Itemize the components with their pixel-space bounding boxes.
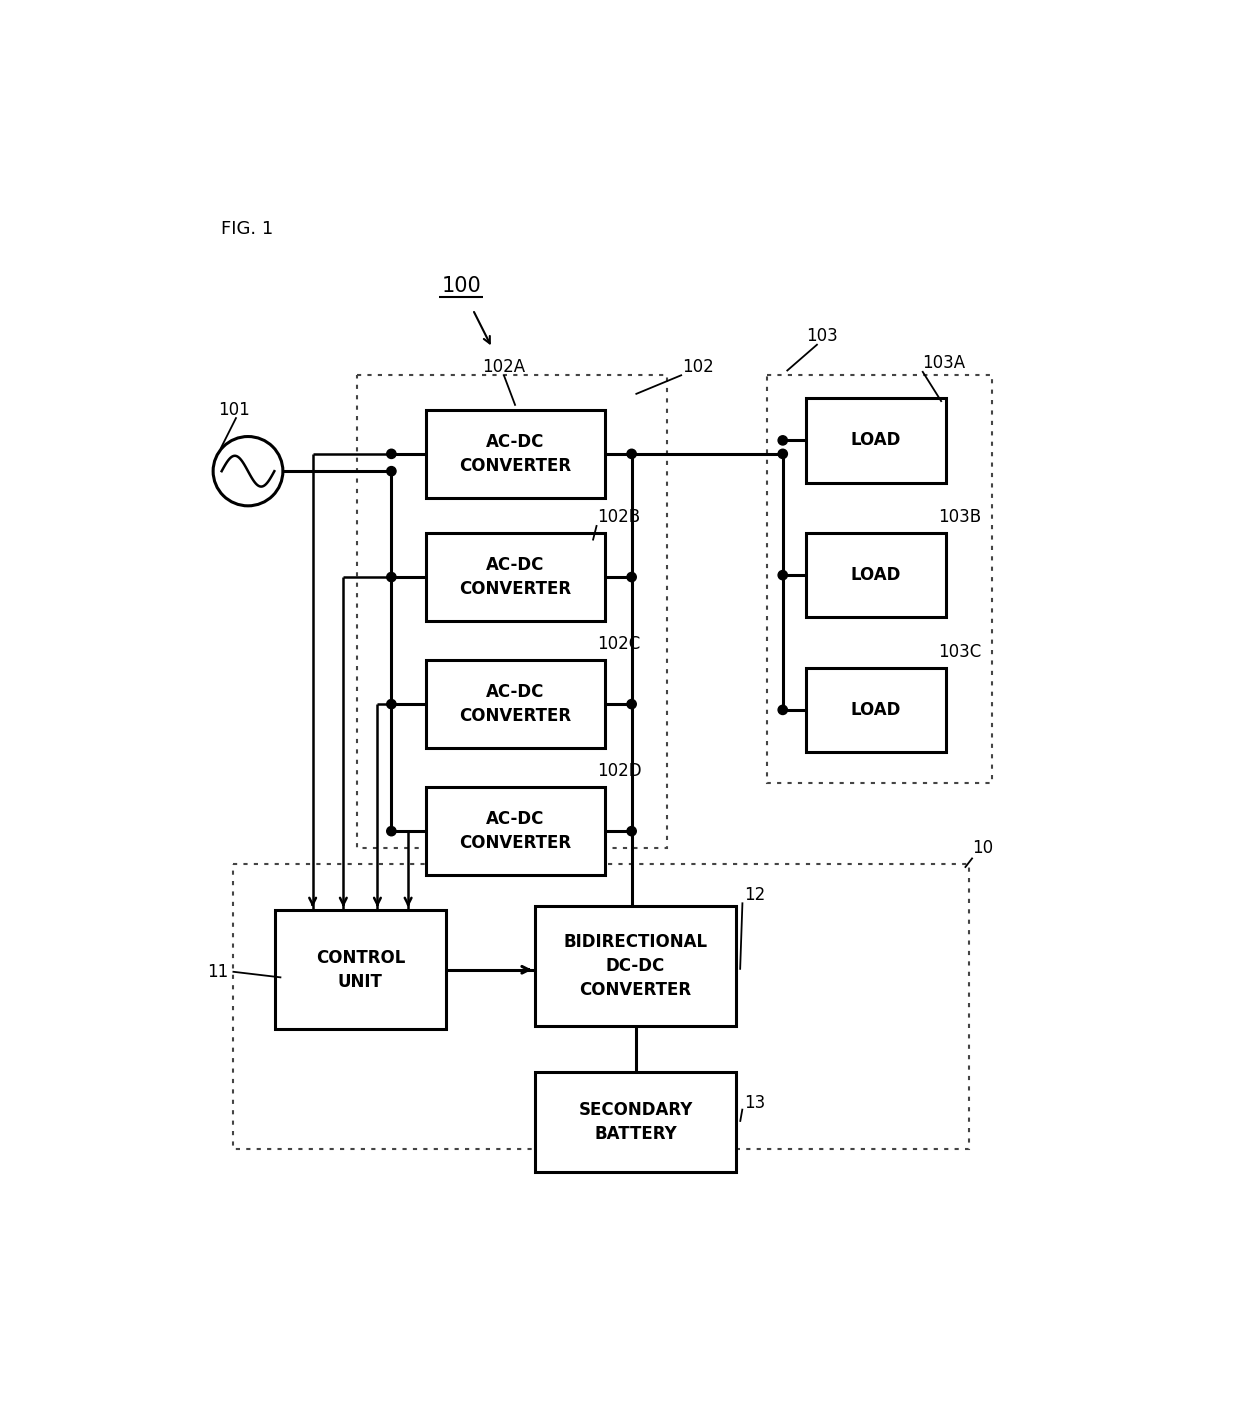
Bar — [275, 910, 445, 1030]
Bar — [427, 410, 605, 498]
Bar — [806, 533, 945, 618]
Text: LOAD: LOAD — [851, 567, 901, 584]
Bar — [427, 787, 605, 876]
Circle shape — [779, 449, 787, 459]
Text: 103B: 103B — [937, 508, 981, 527]
Circle shape — [779, 705, 787, 715]
Text: 11: 11 — [207, 963, 228, 981]
Text: LOAD: LOAD — [851, 701, 901, 719]
Circle shape — [779, 436, 787, 446]
Circle shape — [387, 572, 396, 581]
Bar — [357, 375, 667, 849]
Text: 103C: 103C — [937, 644, 981, 661]
Text: 101: 101 — [218, 400, 250, 419]
Text: 103: 103 — [806, 328, 838, 346]
Text: 13: 13 — [744, 1094, 765, 1112]
Bar — [427, 533, 605, 621]
Text: 103A: 103A — [923, 355, 966, 373]
Bar — [806, 399, 945, 483]
Text: SECONDARY
BATTERY: SECONDARY BATTERY — [578, 1101, 693, 1142]
Text: 102A: 102A — [482, 359, 526, 376]
Bar — [427, 659, 605, 749]
Circle shape — [627, 826, 636, 836]
Bar — [768, 375, 992, 783]
Circle shape — [627, 572, 636, 581]
Bar — [233, 864, 968, 1149]
Circle shape — [387, 826, 396, 836]
Text: FIG. 1: FIG. 1 — [221, 219, 273, 238]
Text: 12: 12 — [744, 886, 765, 904]
Circle shape — [627, 699, 636, 709]
Text: 102C: 102C — [596, 635, 640, 654]
Circle shape — [387, 467, 396, 476]
Bar — [806, 668, 945, 752]
Bar — [534, 906, 737, 1025]
Text: AC-DC
CONVERTER: AC-DC CONVERTER — [459, 684, 572, 725]
Text: 100: 100 — [441, 276, 481, 296]
Text: AC-DC
CONVERTER: AC-DC CONVERTER — [459, 433, 572, 474]
Text: BIDIRECTIONAL
DC-DC
CONVERTER: BIDIRECTIONAL DC-DC CONVERTER — [563, 933, 708, 998]
Text: 10: 10 — [972, 840, 993, 857]
Text: 102B: 102B — [596, 508, 640, 527]
Text: LOAD: LOAD — [851, 431, 901, 450]
Circle shape — [387, 449, 396, 459]
Text: CONTROL
UNIT: CONTROL UNIT — [316, 948, 405, 991]
Text: 102: 102 — [682, 359, 714, 376]
Bar — [534, 1072, 737, 1172]
Circle shape — [779, 571, 787, 580]
Circle shape — [387, 699, 396, 709]
Text: AC-DC
CONVERTER: AC-DC CONVERTER — [459, 557, 572, 598]
Circle shape — [627, 449, 636, 459]
Text: AC-DC
CONVERTER: AC-DC CONVERTER — [459, 810, 572, 852]
Text: 102D: 102D — [596, 762, 641, 780]
